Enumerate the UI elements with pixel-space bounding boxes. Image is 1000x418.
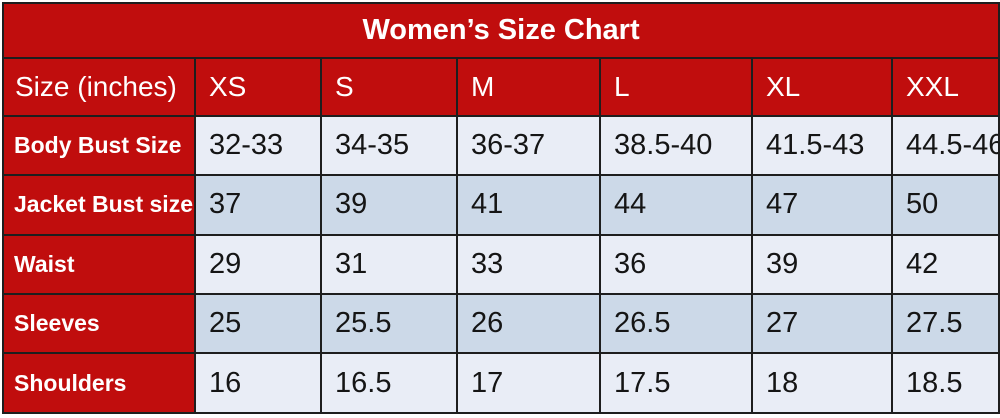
value-cell: 39 bbox=[320, 174, 458, 236]
value-cell: 17.5 bbox=[599, 352, 753, 414]
value-cell: 33 bbox=[456, 233, 601, 296]
column-header-s: S bbox=[320, 57, 458, 117]
header-row: Size (inches) XS S M L XL XXL bbox=[2, 57, 1000, 117]
value-cell: 27.5 bbox=[890, 293, 1000, 355]
value-cell: 32-33 bbox=[194, 114, 322, 177]
value-cell: 25 bbox=[194, 293, 322, 355]
value-cell: 36 bbox=[599, 233, 753, 296]
table-row-waist: Waist 29 31 33 36 39 42 bbox=[2, 233, 1000, 296]
value-cell: 41 bbox=[456, 174, 601, 236]
chart-title: Women’s Size Chart bbox=[1, 1, 1000, 60]
table-row-shoulders: Shoulders 16 16.5 17 17.5 18 18.5 bbox=[2, 352, 1000, 414]
row-label: Shoulders bbox=[2, 352, 196, 414]
row-label: Body Bust Size bbox=[2, 114, 196, 177]
value-cell: 41.5-43 bbox=[751, 114, 893, 177]
value-cell: 16 bbox=[194, 352, 322, 414]
value-cell: 34-35 bbox=[320, 114, 458, 177]
column-header-xs: XS bbox=[194, 57, 322, 117]
value-cell: 31 bbox=[320, 233, 458, 296]
row-label: Jacket Bust size bbox=[2, 174, 196, 236]
value-cell: 18 bbox=[751, 352, 893, 414]
value-cell: 47 bbox=[751, 174, 893, 236]
value-cell: 26 bbox=[456, 293, 601, 355]
value-cell: 36-37 bbox=[456, 114, 601, 177]
value-cell: 42 bbox=[890, 233, 1000, 296]
column-header-size-inches: Size (inches) bbox=[2, 57, 196, 117]
column-header-xxl: XXL bbox=[890, 57, 1000, 117]
value-cell: 17 bbox=[456, 352, 601, 414]
value-cell: 16.5 bbox=[320, 352, 458, 414]
value-cell: 18.5 bbox=[890, 352, 1000, 414]
value-cell: 26.5 bbox=[599, 293, 753, 355]
value-cell: 50 bbox=[890, 174, 1000, 236]
value-cell: 29 bbox=[194, 233, 322, 296]
value-cell: 37 bbox=[194, 174, 322, 236]
value-cell: 27 bbox=[751, 293, 893, 355]
value-cell: 39 bbox=[751, 233, 893, 296]
table-row-body-bust-size: Body Bust Size 32-33 34-35 36-37 38.5-40… bbox=[2, 114, 1000, 177]
title-row: Women’s Size Chart bbox=[1, 1, 1000, 60]
value-cell: 44 bbox=[599, 174, 753, 236]
row-label: Sleeves bbox=[2, 293, 196, 355]
value-cell: 44.5-46 bbox=[890, 114, 1000, 177]
column-header-m: M bbox=[456, 57, 601, 117]
column-header-l: L bbox=[599, 57, 753, 117]
value-cell: 38.5-40 bbox=[599, 114, 753, 177]
row-label: Waist bbox=[2, 233, 196, 296]
table-row-sleeves: Sleeves 25 25.5 26 26.5 27 27.5 bbox=[2, 293, 1000, 355]
table-row-jacket-bust-size: Jacket Bust size 37 39 41 44 47 50 bbox=[2, 174, 1000, 236]
column-header-xl: XL bbox=[751, 57, 893, 117]
value-cell: 25.5 bbox=[320, 293, 458, 355]
